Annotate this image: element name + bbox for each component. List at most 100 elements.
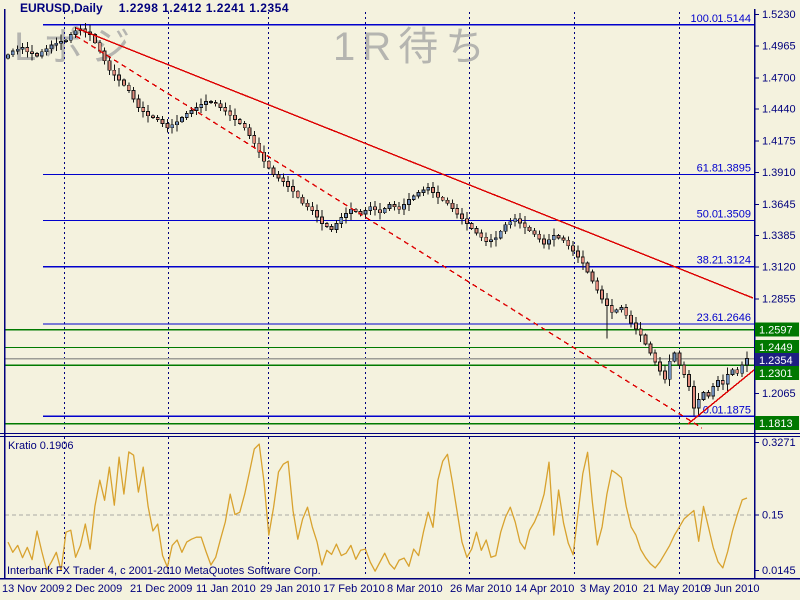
price-tick-label: 1.4700 [762, 73, 796, 85]
candle-body [489, 239, 493, 242]
candle-body [667, 360, 672, 380]
indicator-tick-label: 0.0145 [762, 565, 796, 577]
date-label: 13 Nov 2009 [2, 583, 64, 595]
candle-body [146, 111, 151, 117]
candle-body [406, 199, 411, 205]
candle-body [175, 121, 180, 126]
fib-level-label: 38.2 [697, 255, 718, 267]
candle-body [44, 48, 49, 53]
price-axis-labels: 1.5230 1.4965 1.4700 1.4440 1.4175 1.3910 1.36… [754, 9, 796, 400]
candle-body [281, 177, 286, 183]
candle-body [291, 185, 295, 192]
candle-body [585, 262, 590, 273]
candle-body [600, 289, 604, 300]
price-badge-label: 1.2449 [759, 342, 793, 354]
candle-body [435, 191, 440, 198]
fib-level-label: 50.0 [697, 209, 718, 221]
level-price-badge [755, 416, 799, 431]
candle-body [59, 41, 63, 44]
candle-body [663, 370, 667, 380]
fib-level-label: 61.8 [697, 162, 718, 174]
candle-body [208, 101, 213, 104]
price-tick-label: 1.5230 [762, 9, 796, 21]
candle-body [242, 123, 247, 129]
candle-body [498, 230, 503, 239]
candle-body [634, 322, 638, 330]
indicator-axis-labels: 0.3271 0.15 0.0145 [754, 437, 796, 577]
candle-body [368, 206, 373, 211]
candle-body [150, 115, 155, 119]
fib-price-label: 1.1875 [717, 404, 751, 416]
candle-body [479, 232, 484, 238]
candle-body [518, 218, 522, 224]
candle-body [131, 90, 136, 100]
candle-body [561, 237, 566, 241]
indicator-pane [5, 443, 755, 572]
candle-body [551, 235, 556, 241]
fib-price-label: 1.5144 [717, 13, 751, 25]
candle-body [194, 107, 199, 111]
price-badge-label: 1.1813 [759, 418, 793, 430]
candle-body [324, 223, 329, 228]
candle-body [257, 142, 262, 153]
fib-level-label: 23.6 [697, 312, 718, 324]
candle-body [165, 123, 170, 129]
candle-body [276, 174, 281, 179]
candle-body [547, 239, 551, 245]
candle-body [213, 102, 218, 105]
indicator-tick-label: 0.3271 [762, 437, 796, 449]
indicator-name-label: Kratio 0.1906 [8, 440, 74, 452]
candle-body [682, 364, 687, 375]
candle-body [464, 218, 469, 225]
candle-body [513, 218, 518, 223]
candle-body [571, 245, 575, 252]
candle-body [580, 256, 585, 264]
chart-frame [0, 9, 800, 580]
candle-body [440, 196, 445, 201]
price-tick-label: 1.3120 [762, 262, 796, 274]
candle-body [595, 280, 600, 291]
candle-body [402, 203, 407, 210]
candle-body [431, 187, 435, 193]
candle-body [319, 216, 324, 224]
date-label: 2 Dec 2009 [66, 583, 122, 595]
candle-body [542, 238, 546, 245]
candle-body [455, 208, 460, 215]
candle-body [35, 53, 39, 57]
candle-body [117, 74, 121, 81]
level-price-badge [755, 366, 799, 380]
candle-body [155, 117, 160, 120]
candle-body [39, 51, 44, 57]
price-tick-label: 1.4965 [762, 41, 796, 53]
candle-body [416, 191, 421, 197]
candle-body [624, 306, 629, 316]
price-tick-label: 1.2065 [762, 388, 796, 400]
candle-body [556, 235, 561, 239]
candle-body [10, 50, 15, 56]
candle-body [716, 379, 720, 387]
candle-body [102, 50, 107, 62]
candle-body [300, 196, 305, 204]
kratio-line [7, 443, 748, 572]
candle-body [426, 187, 431, 191]
candle-body [228, 110, 233, 116]
candle-body [672, 352, 677, 362]
candlesticks [6, 23, 749, 416]
candle-body [445, 199, 450, 204]
candle-body [653, 352, 658, 363]
candle-body [218, 103, 223, 108]
candle-body [122, 79, 126, 86]
candle-body [696, 399, 701, 409]
candle-body [20, 47, 25, 50]
candle-body [687, 373, 691, 387]
candle-body [189, 110, 194, 114]
ohlc-readout: 1.2298 1.2412 1.2241 1.2354 [118, 1, 290, 15]
indicator-tick-label: 0.15 [762, 510, 783, 522]
candle-body [136, 98, 141, 108]
candle-body [344, 212, 349, 218]
price-tick-label: 1.4440 [762, 104, 796, 116]
